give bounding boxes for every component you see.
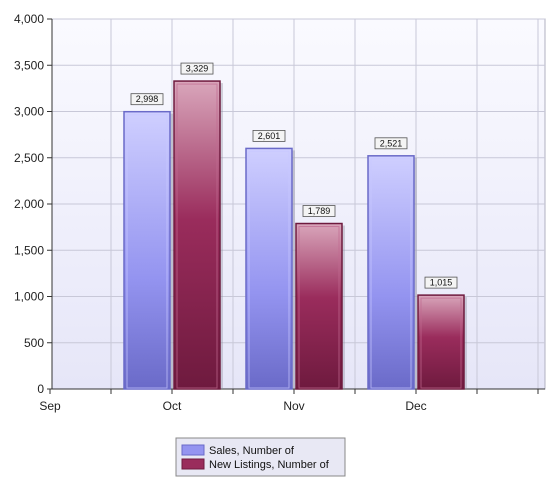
- data-label: 2,998: [136, 94, 159, 104]
- y-tick-label: 3,000: [14, 105, 44, 119]
- data-label: 2,521: [380, 138, 403, 148]
- new-listings-bar: [417, 294, 465, 390]
- bar-highlight: [298, 226, 340, 389]
- y-tick-label: 500: [24, 336, 44, 350]
- y-tick-label: 0: [37, 382, 44, 396]
- bar-highlight: [420, 297, 462, 389]
- bar-highlight: [370, 158, 412, 389]
- data-label: 1,789: [308, 206, 331, 216]
- new-listings-bar: [173, 80, 221, 390]
- data-label-box: [252, 130, 286, 142]
- x-tick-label: Nov: [283, 399, 304, 413]
- data-label: 2,601: [258, 131, 281, 141]
- y-tick-label: 2,000: [14, 197, 44, 211]
- data-label: 1,015: [430, 278, 453, 288]
- bar-highlight: [126, 114, 168, 389]
- bar-highlight: [176, 83, 218, 389]
- legend-label: Sales, Number of: [209, 445, 295, 457]
- data-labels: 2,998 2,601 2,521 3,329 1,789 1,015: [130, 62, 458, 289]
- legend: Sales, Number of New Listings, Number of: [175, 437, 346, 477]
- data-label-box: [424, 276, 458, 289]
- data-label-box: [374, 137, 408, 150]
- legend-box: [175, 437, 346, 477]
- sales-bar: [123, 110, 171, 390]
- legend-swatch: [181, 458, 205, 470]
- data-label-box: [130, 93, 164, 106]
- data-label-box: [180, 62, 214, 75]
- sales-bar: [367, 155, 415, 390]
- y-tick-label: 1,500: [14, 243, 44, 257]
- data-label-box: [302, 205, 336, 217]
- y-tick-label: 2,500: [14, 151, 44, 165]
- y-tick-label: 4,000: [14, 12, 44, 26]
- legend-label: New Listings, Number of: [209, 459, 330, 471]
- x-tick-label: Oct: [163, 399, 182, 413]
- legend-swatch: [181, 444, 205, 456]
- x-tick-label: Sep: [39, 399, 61, 413]
- data-label: 3,329: [186, 64, 209, 74]
- x-tick-label: Dec: [405, 399, 426, 413]
- bars: [123, 80, 467, 390]
- y-tick-label: 1,000: [14, 290, 44, 304]
- sales-bar: [245, 147, 293, 390]
- bar-highlight: [248, 150, 290, 389]
- new-listings-bar: [295, 222, 343, 390]
- y-tick-label: 3,500: [14, 58, 44, 72]
